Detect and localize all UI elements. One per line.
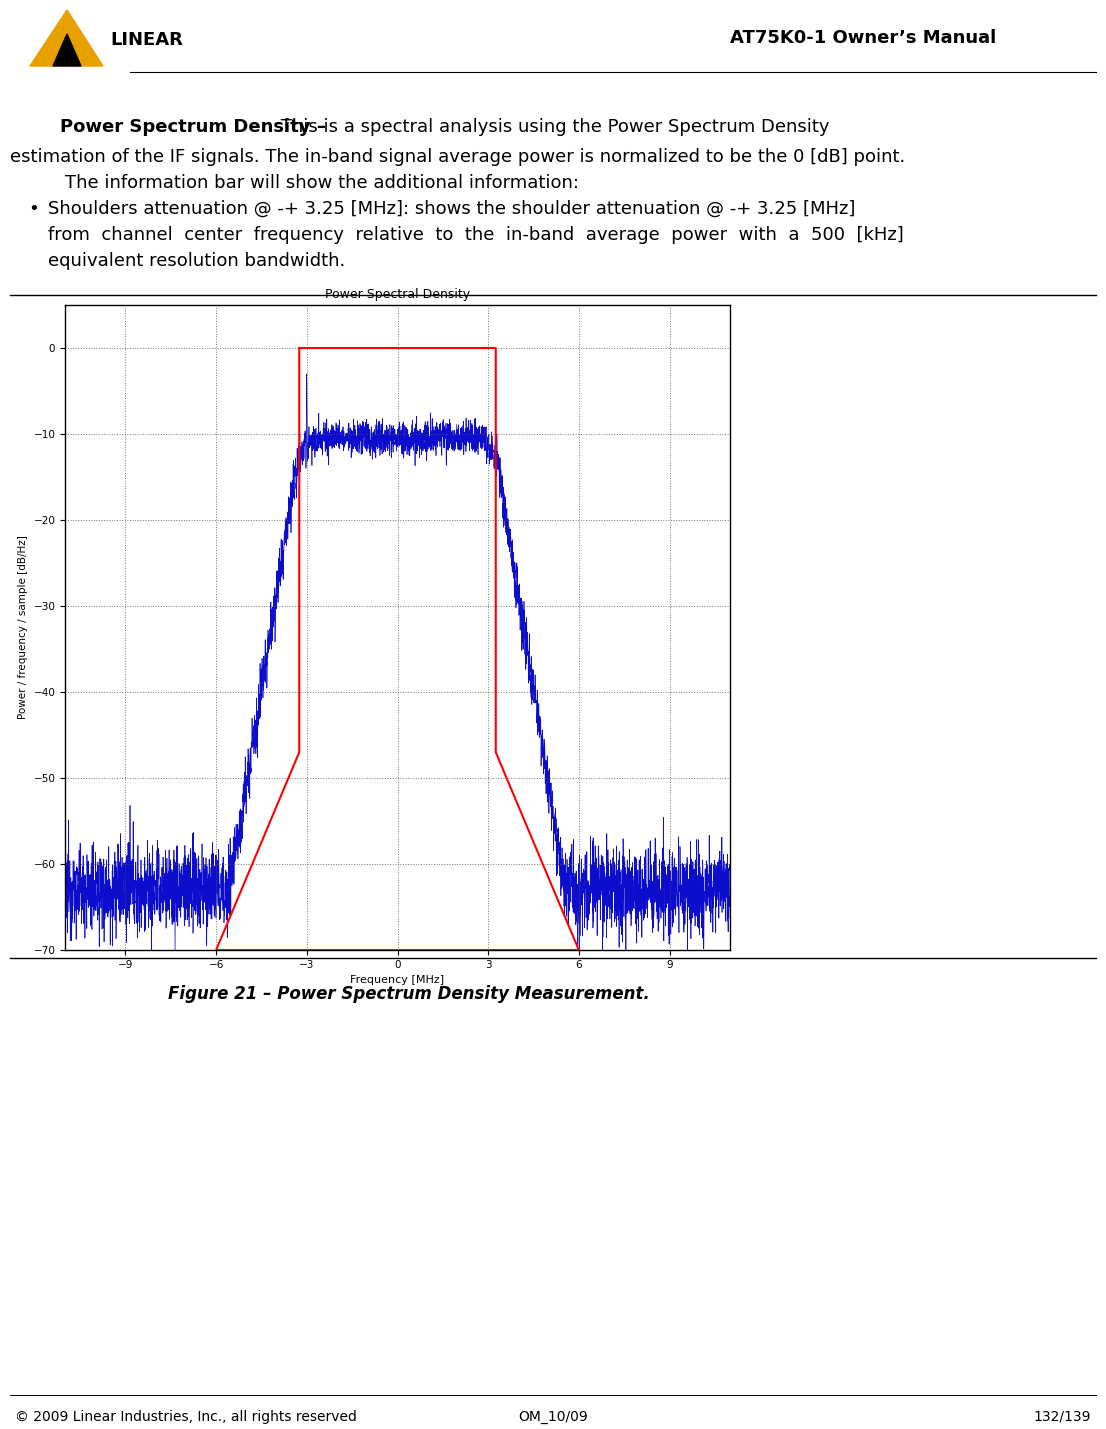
Text: OM_10/09: OM_10/09 xyxy=(518,1410,588,1425)
Text: Figure 21 – Power Spectrum Density Measurement.: Figure 21 – Power Spectrum Density Measu… xyxy=(168,985,650,1003)
Text: AT75K0-1 Owner’s Manual: AT75K0-1 Owner’s Manual xyxy=(730,29,995,47)
Text: estimation of the IF signals. The in-band signal average power is normalized to : estimation of the IF signals. The in-ban… xyxy=(10,149,905,166)
Text: •: • xyxy=(28,200,39,219)
Text: The information bar will show the additional information:: The information bar will show the additi… xyxy=(65,174,580,191)
Text: Shoulders attenuation @ -+ 3.25 [MHz]: shows the shoulder attenuation @ -+ 3.25 : Shoulders attenuation @ -+ 3.25 [MHz]: s… xyxy=(48,200,855,219)
Y-axis label: Power / frequency / sample [dB/Hz]: Power / frequency / sample [dB/Hz] xyxy=(18,536,28,719)
Text: This is a spectral analysis using the Power Spectrum Density: This is a spectral analysis using the Po… xyxy=(275,119,830,136)
Text: © 2009 Linear Industries, Inc., all rights reserved: © 2009 Linear Industries, Inc., all righ… xyxy=(15,1410,357,1425)
Title: Power Spectral Density: Power Spectral Density xyxy=(325,289,470,302)
Polygon shape xyxy=(30,10,103,66)
Text: from  channel  center  frequency  relative  to  the  in-band  average  power  wi: from channel center frequency relative t… xyxy=(48,226,904,244)
Text: 132/139: 132/139 xyxy=(1033,1410,1091,1425)
X-axis label: Frequency [MHz]: Frequency [MHz] xyxy=(351,975,445,985)
Text: Power Spectrum Density –: Power Spectrum Density – xyxy=(60,119,326,136)
Polygon shape xyxy=(53,34,81,66)
Text: LINEAR: LINEAR xyxy=(109,31,182,49)
Text: equivalent resolution bandwidth.: equivalent resolution bandwidth. xyxy=(48,252,345,270)
